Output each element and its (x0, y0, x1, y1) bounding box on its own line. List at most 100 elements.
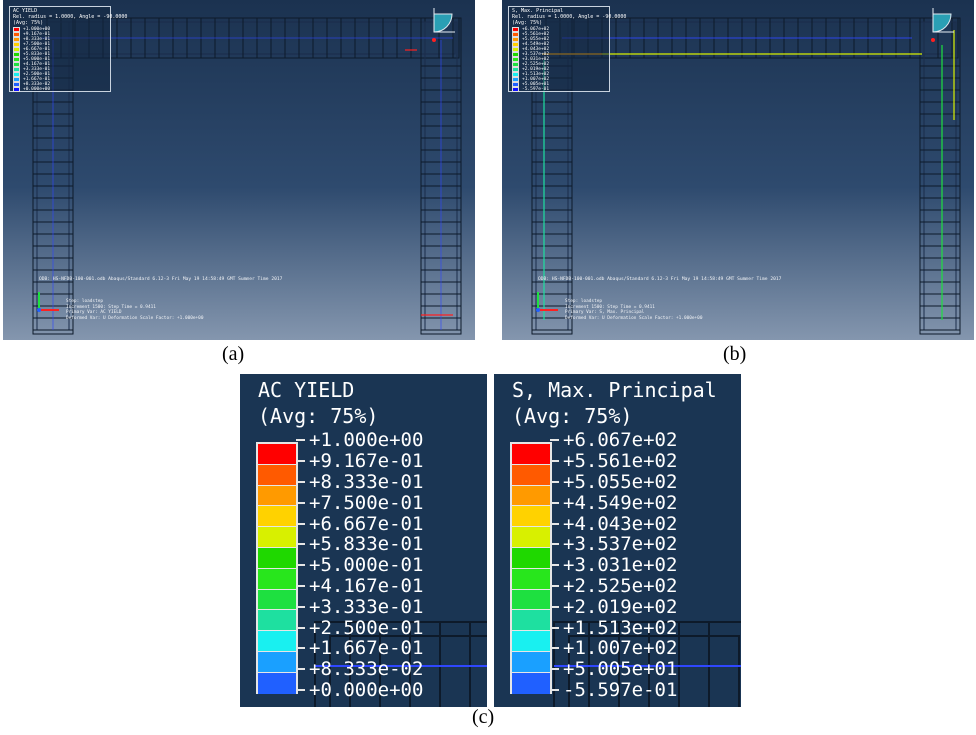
legend-value-row: +4.043e+02 (550, 513, 677, 535)
mini-legend-swatch (512, 87, 519, 92)
legend-zoom-ac-yield: AC YIELD (Avg: 75%) +1.000e+00 +9.167e-01… (240, 374, 487, 707)
mini-legend-value: +5.000e-01 (23, 57, 51, 62)
legend-swatch (512, 568, 550, 590)
mini-legend-value: +6.667e-01 (23, 47, 51, 52)
mini-legend-title: S, Max. Principal (512, 8, 564, 14)
mini-legend-value: +1.513e+02 (522, 72, 550, 77)
mini-legend-row: +5.005e+01 (512, 82, 549, 87)
legend-title: S, Max. Principal (512, 378, 717, 402)
legend-value-row: +1.513e+02 (550, 617, 677, 639)
legend-swatch (258, 651, 296, 673)
step-line-1: Step: loadstep (565, 299, 603, 304)
legend-tick (296, 626, 305, 629)
mini-legend: S, Max. Principal Rel. radius = 1.0000, … (508, 6, 626, 92)
legend-value-row: +5.005e+01 (550, 658, 677, 680)
legend-swatch (258, 589, 296, 611)
mini-legend-value: +2.500e-01 (23, 72, 51, 77)
legend-tick (296, 605, 305, 608)
legend-value: +4.167e-01 (309, 574, 424, 597)
mini-legend-swatch (512, 72, 519, 77)
mini-legend-swatch (512, 52, 519, 57)
mini-legend-swatch (13, 32, 20, 37)
odb-info: ODB: HS-NFDB-100-001.odb Abaqus/Standard… (538, 277, 782, 282)
mini-legend: AC YIELD Rel. radius = 1.0000, Angle = -… (9, 6, 128, 92)
mini-legend-swatch (13, 77, 20, 82)
mini-color-scale: +6.067e+02 +5.561e+02 +5.055e+02 +4.549e+02… (512, 27, 549, 92)
legend-value-row: -5.597e-01 (550, 679, 677, 701)
step-info: Step: loadstep Increment 1500: Step Time… (66, 299, 203, 321)
mini-legend-value: +4.549e+02 (522, 42, 550, 47)
legend-tick (550, 501, 559, 504)
mini-legend-row: +3.031e+02 (512, 57, 549, 62)
mini-legend-radius: Rel. radius = 1.0000, Angle = -90.0000 (13, 14, 128, 20)
legend-tick (296, 543, 305, 546)
legend-value: +5.561e+02 (563, 450, 678, 473)
legend-avg: (Avg: 75%) (512, 404, 633, 428)
mesh-background (553, 621, 741, 707)
mini-legend-swatch (512, 42, 519, 47)
legend-value: +4.549e+02 (563, 491, 678, 514)
mini-legend-row: +3.333e-01 (13, 67, 50, 72)
mini-legend-value: +3.537e+02 (522, 52, 550, 57)
mini-legend-row: +5.000e-01 (13, 57, 50, 62)
legend-tick (550, 522, 559, 525)
legend-avg: (Avg: 75%) (258, 404, 379, 428)
mini-legend-row: +1.667e-01 (13, 77, 50, 82)
mini-legend-row: +0.000e+00 (13, 87, 50, 92)
legend-value-row: +5.833e-01 (296, 533, 424, 556)
mini-legend-swatch (512, 47, 519, 52)
legend-value: +2.019e+02 (563, 595, 678, 618)
caption-b: (b) (723, 343, 747, 365)
mini-legend-row: +2.500e-01 (13, 72, 50, 77)
color-scale (256, 442, 298, 694)
mini-legend-swatch (512, 57, 519, 62)
legend-values: +6.067e+02 +5.561e+02 +5.055e+02 +4.549e+02… (550, 429, 678, 701)
legend-tick (550, 688, 559, 691)
legend-swatch (258, 672, 296, 694)
mini-legend-row: +4.167e-01 (13, 62, 50, 67)
legend-swatch (258, 547, 296, 569)
mini-legend-row: +5.561e+02 (512, 32, 549, 37)
legend-value-row: +6.067e+02 (550, 429, 677, 451)
mini-legend-swatch (13, 47, 20, 52)
legend-tick (550, 605, 559, 608)
legend-swatch (258, 527, 296, 548)
legend-value-row: +5.000e-01 (296, 554, 424, 577)
mini-legend-value: +3.031e+02 (522, 57, 550, 62)
mini-legend-row: +6.067e+02 (512, 27, 549, 32)
legend-value-row: +3.537e+02 (550, 533, 677, 555)
mini-legend-row: +5.055e+02 (512, 37, 549, 42)
viewport-max-principal[interactable]: S, Max. Principal Rel. radius = 1.0000, … (502, 0, 974, 340)
legend-value: +5.000e-01 (309, 554, 424, 577)
legend-tick (296, 688, 305, 691)
legend-value: +5.833e-01 (309, 533, 424, 556)
mini-legend-swatch (13, 82, 20, 87)
mini-legend-value: +2.525e+02 (522, 62, 550, 67)
legend-swatch (512, 589, 550, 611)
legend-swatch (258, 506, 296, 528)
legend-value: +5.055e+02 (563, 471, 678, 493)
mini-legend-row: +1.513e+02 (512, 72, 549, 77)
mini-legend-row: +8.333e-01 (13, 37, 50, 42)
mini-legend-swatch (13, 52, 20, 57)
mini-legend-value: -5.597e-01 (522, 87, 550, 92)
legend-tick (550, 543, 559, 546)
legend-value-row: +2.500e-01 (296, 616, 424, 639)
legend-value-row: +4.167e-01 (296, 574, 424, 597)
legend-value: +1.007e+02 (563, 637, 678, 660)
viewport-ac-yield[interactable]: AC YIELD Rel. radius = 1.0000, Angle = -… (3, 0, 475, 340)
mini-legend-swatch (512, 67, 519, 72)
legend-value-row: +1.007e+02 (550, 637, 678, 660)
legend-value: +2.500e-01 (309, 616, 424, 639)
mini-legend-avg: (Avg: 75%) (13, 20, 44, 26)
caption-c: (c) (472, 706, 495, 728)
legend-swatch (512, 631, 550, 652)
mini-legend-swatch (13, 42, 20, 47)
legend-value-row: +1.000e+00 (296, 429, 423, 451)
mini-legend-row: +3.537e+02 (512, 52, 549, 57)
mini-legend-swatch (13, 87, 20, 92)
mini-legend-swatch (13, 62, 20, 67)
legend-tick (296, 460, 305, 463)
mini-legend-row: +6.667e-01 (13, 47, 50, 52)
legend-value: +2.525e+02 (563, 574, 678, 597)
